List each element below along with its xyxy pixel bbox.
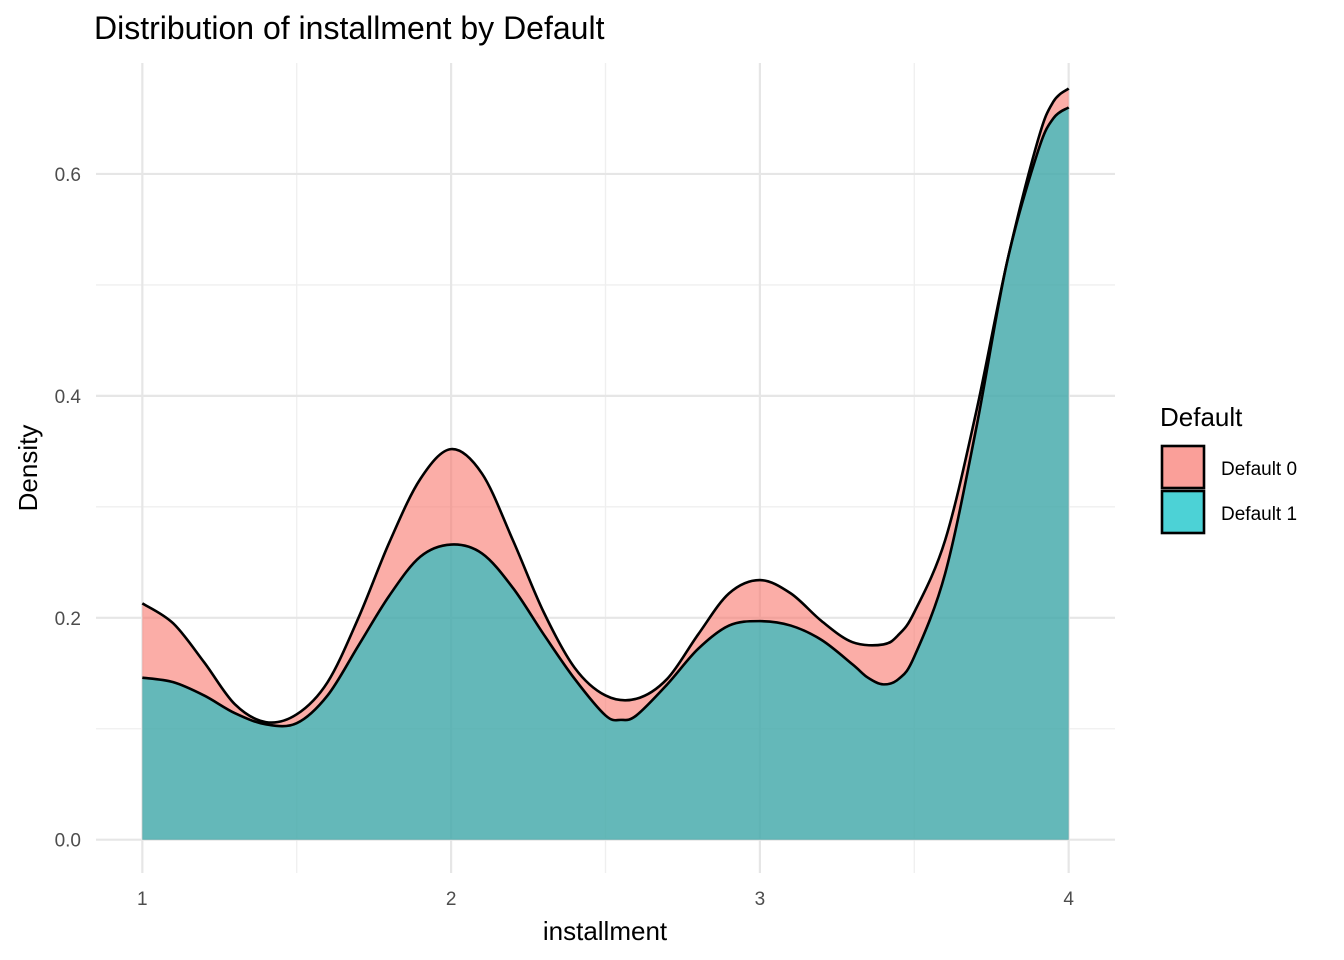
chart-title: Distribution of installment by Default bbox=[94, 10, 605, 46]
legend-label-series-1: Default 0 bbox=[1221, 459, 1297, 480]
legend-key-series-2 bbox=[1160, 489, 1206, 535]
legend: Default Default 0 Default 1 bbox=[1160, 402, 1297, 535]
y-tick-label: 0.2 bbox=[55, 609, 81, 630]
series-2-density-line bbox=[142, 106, 1070, 728]
x-tick-label: 3 bbox=[755, 889, 766, 910]
x-tick-label: 2 bbox=[446, 889, 457, 910]
legend-title: Default bbox=[1160, 402, 1243, 432]
legend-key-series-1 bbox=[1160, 444, 1206, 490]
x-axis-ticks: 1 2 3 4 bbox=[137, 889, 1074, 910]
series-1-density-line bbox=[141, 87, 1070, 724]
x-axis-title: installment bbox=[543, 916, 668, 946]
x-tick-label: 1 bbox=[137, 889, 148, 910]
y-axis-ticks: 0.0 0.2 0.4 0.6 bbox=[55, 165, 82, 852]
legend-label-series-2: Default 1 bbox=[1221, 504, 1297, 525]
y-tick-label: 0.0 bbox=[55, 831, 81, 852]
y-tick-label: 0.6 bbox=[55, 165, 81, 186]
series-2-density-area bbox=[142, 107, 1069, 840]
density-areas bbox=[141, 87, 1070, 840]
x-tick-label: 4 bbox=[1063, 889, 1074, 910]
y-tick-label: 0.4 bbox=[55, 387, 82, 408]
y-axis-title: Density bbox=[13, 425, 43, 512]
grid bbox=[96, 63, 1115, 873]
